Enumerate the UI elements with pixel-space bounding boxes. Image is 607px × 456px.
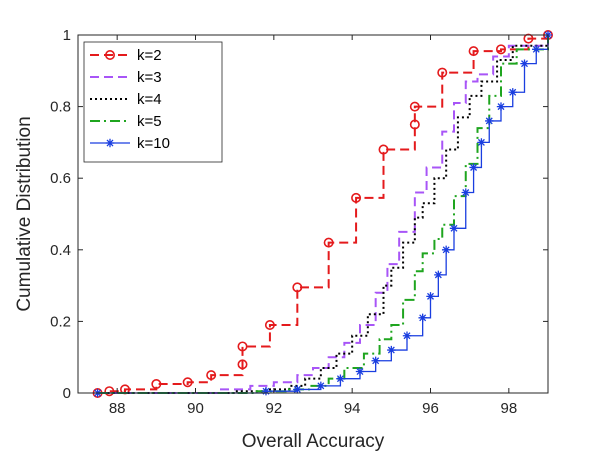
legend-marker (105, 138, 115, 148)
x-tick-label: 92 (265, 400, 282, 417)
data-point (182, 377, 193, 388)
data-point (508, 88, 517, 97)
data-point (293, 385, 302, 394)
y-tick-label: 0.4 (50, 242, 71, 259)
legend-box (83, 41, 223, 163)
y-axis-label: Cumulative Distribution (14, 116, 35, 311)
legend-marker (105, 49, 116, 60)
legend-item: k=10 (90, 135, 170, 152)
data-point (151, 379, 162, 390)
series-line (97, 35, 549, 394)
data-point (418, 313, 427, 323)
legend-label: k=3 (137, 69, 162, 86)
x-axis-label: Overall Accuracy (242, 431, 385, 452)
series-k-10 (93, 30, 553, 398)
data-point (496, 102, 506, 111)
y-tick-label: 0.6 (50, 170, 71, 187)
x-tick-label: 88 (109, 400, 126, 417)
y-tick-label: 0 (63, 385, 71, 402)
x-tick-label: 96 (422, 400, 439, 417)
legend: k=2 k=3 k=4 k=5 k=10 (83, 41, 223, 163)
data-point (316, 381, 326, 391)
legend-label: k=2 (137, 47, 162, 64)
data-point (206, 370, 217, 381)
data-point (402, 331, 412, 340)
plot-frame (77, 34, 549, 394)
legend-item: k=5 (90, 113, 162, 130)
data-point (336, 374, 345, 383)
data-point (292, 282, 303, 293)
y-tick-label: 0.2 (50, 313, 71, 330)
legend-label: k=10 (137, 135, 170, 152)
data-point (323, 237, 334, 248)
series-k-4 (97, 35, 549, 394)
data-point (520, 59, 529, 68)
data-point (426, 292, 435, 301)
data-point (104, 386, 115, 397)
y-tick-label: 1 (63, 27, 71, 44)
data-point (237, 359, 248, 370)
data-point (485, 116, 494, 126)
series-line (97, 35, 549, 394)
data-point (523, 33, 534, 44)
data-point (409, 101, 420, 112)
legend-label: k=4 (137, 91, 162, 108)
data-point (371, 356, 380, 365)
series-layer (92, 29, 553, 398)
series-line (97, 35, 549, 394)
y-axis-ticks: 0 0.2 0.4 0.6 0.8 1 (50, 27, 548, 402)
x-tick-label: 90 (187, 400, 204, 417)
data-point (437, 67, 448, 78)
data-point (351, 192, 362, 203)
data-point (532, 45, 541, 54)
x-tick-label: 94 (344, 400, 361, 417)
data-point (449, 224, 459, 233)
data-point (264, 319, 275, 330)
data-point (237, 341, 248, 352)
series-k-3 (97, 35, 549, 394)
legend-label: k=5 (137, 113, 162, 130)
data-point (441, 245, 451, 254)
legend-item: k=4 (90, 91, 162, 108)
data-point (468, 46, 479, 57)
y-tick-label: 0.8 (50, 99, 71, 116)
data-point (409, 119, 420, 130)
legend-item: k=3 (90, 69, 162, 86)
data-point (355, 367, 365, 376)
data-point (434, 270, 443, 280)
series-k-2 (92, 29, 553, 398)
data-point (495, 44, 506, 55)
data-point (378, 144, 389, 155)
data-point (469, 163, 478, 172)
data-point (387, 345, 396, 355)
data-point (261, 387, 271, 396)
x-axis-ticks: 88 90 92 94 96 98 (109, 35, 517, 417)
data-point (461, 188, 470, 197)
data-point (477, 138, 486, 147)
x-tick-label: 98 (500, 400, 517, 417)
legend-item: k=2 (90, 47, 162, 64)
